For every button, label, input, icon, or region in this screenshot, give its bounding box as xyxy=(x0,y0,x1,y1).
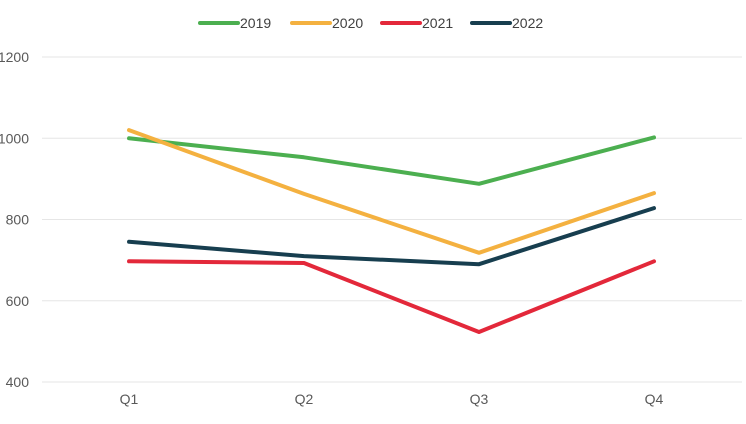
y-tick-label: 800 xyxy=(6,212,30,228)
x-tick-label-q3: Q3 xyxy=(470,391,489,407)
y-tick-label: 600 xyxy=(6,293,30,309)
series-line-2020 xyxy=(127,128,656,255)
legend-label-2022: 2022 xyxy=(512,15,543,31)
series-line-2021 xyxy=(127,259,656,334)
x-tick-label-q4: Q4 xyxy=(645,391,664,407)
legend-label-2020: 2020 xyxy=(332,15,363,31)
y-tick-label: 1200 xyxy=(0,49,29,65)
legend-label-2019: 2019 xyxy=(240,15,271,31)
x-tick-label-q2: Q2 xyxy=(295,391,314,407)
y-tick-label: 400 xyxy=(6,374,30,390)
gridlines xyxy=(42,56,742,383)
x-tick-label-q1: Q1 xyxy=(120,391,139,407)
legend: 2019 2020 2021 2022 xyxy=(198,15,543,31)
y-tick-label: 1000 xyxy=(0,130,29,146)
series-lines xyxy=(127,128,656,334)
series-line-2022 xyxy=(127,206,656,267)
legend-label-2021: 2021 xyxy=(422,15,453,31)
series-line-2019 xyxy=(127,135,656,186)
axes: 400 600 800 1000 1200 Q1 Q2 Q3 Q4 xyxy=(0,49,664,407)
